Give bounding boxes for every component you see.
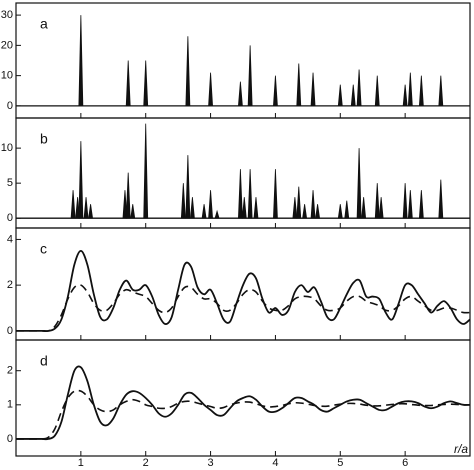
peak — [273, 75, 278, 107]
peak — [407, 190, 413, 219]
y-tick-label: 2 — [7, 279, 13, 291]
y-tick-label: 0 — [7, 212, 13, 224]
peak — [356, 69, 362, 107]
peak — [143, 60, 149, 107]
peak — [185, 36, 191, 107]
peak — [214, 209, 220, 219]
peak — [302, 204, 308, 219]
x-tick-label: 5 — [337, 457, 343, 469]
peak — [438, 179, 444, 219]
peak — [185, 155, 191, 219]
peak — [122, 190, 128, 219]
y-tick-label: 10 — [1, 70, 13, 82]
panel-label: b — [40, 131, 48, 147]
peak — [315, 204, 321, 219]
y-tick-label: 5 — [7, 177, 13, 189]
peak — [296, 63, 302, 107]
peak — [253, 197, 259, 219]
solid-curve — [16, 249, 471, 332]
peak — [83, 197, 89, 219]
peak — [356, 148, 362, 219]
solid-curve — [16, 365, 471, 441]
peak — [273, 169, 278, 219]
peak — [350, 84, 356, 107]
panel-label: a — [40, 16, 48, 32]
panel-frame — [15, 339, 471, 457]
peak — [438, 75, 444, 107]
y-tick-label: 10 — [1, 142, 13, 154]
y-tick-label: 30 — [1, 9, 13, 21]
panel-label: d — [40, 353, 48, 369]
x-tick-label: 3 — [208, 457, 214, 469]
dashed-curve — [16, 284, 471, 332]
peak — [296, 186, 302, 219]
peak — [344, 200, 350, 219]
peak — [402, 183, 408, 219]
y-tick-label: 0 — [7, 100, 13, 112]
peak — [78, 15, 84, 107]
y-tick-label: 0 — [7, 433, 13, 445]
y-tick-label: 0 — [7, 325, 13, 337]
peak — [241, 197, 247, 219]
peak — [378, 197, 384, 219]
peak — [237, 81, 243, 107]
peak — [361, 197, 367, 219]
peak — [337, 84, 343, 107]
x-tick-label: 2 — [143, 457, 149, 469]
peak — [418, 190, 424, 219]
x-tick-label: 4 — [272, 457, 278, 469]
peak — [247, 169, 253, 219]
peak — [407, 72, 413, 107]
peak — [70, 190, 76, 219]
peak — [310, 190, 316, 219]
peak — [208, 72, 213, 107]
peak — [88, 204, 94, 219]
y-tick-label: 20 — [1, 39, 13, 51]
peak — [418, 75, 424, 107]
peak — [247, 45, 253, 107]
x-tick-label: 6 — [402, 457, 408, 469]
peak — [78, 141, 84, 219]
peak — [125, 172, 131, 219]
peak — [143, 123, 149, 219]
peak — [402, 84, 408, 107]
x-tick-label: 1 — [78, 457, 84, 469]
peak — [189, 197, 195, 219]
peak — [125, 60, 131, 107]
peak — [374, 75, 380, 107]
peak — [130, 204, 136, 219]
panel-label: c — [40, 241, 47, 257]
peak — [180, 183, 186, 219]
peak — [310, 72, 316, 107]
peak — [292, 197, 298, 219]
y-tick-label: 1 — [7, 399, 13, 411]
y-tick-label: 2 — [7, 365, 13, 377]
dashed-curve — [16, 389, 471, 440]
peak — [337, 204, 343, 219]
peak — [374, 183, 380, 219]
peak — [237, 169, 243, 219]
x-axis-label: r/a — [454, 442, 468, 456]
y-tick-label: 4 — [7, 233, 13, 245]
peak — [201, 204, 207, 219]
peak — [208, 190, 214, 219]
panel-frame — [15, 2, 471, 119]
